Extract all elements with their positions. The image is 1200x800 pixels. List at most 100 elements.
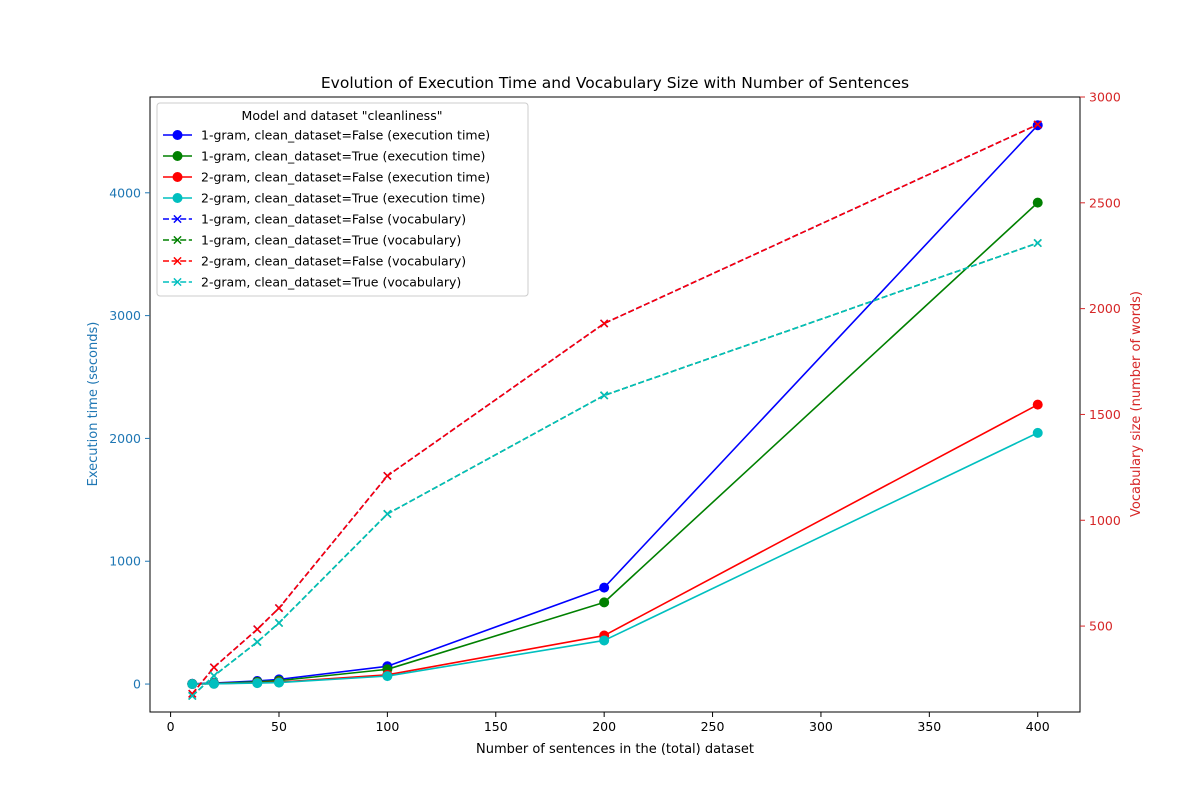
legend-swatch-marker-stroke: [173, 256, 182, 266]
y-left-tick-label: 1000: [109, 554, 141, 569]
data-point: [599, 597, 610, 608]
legend-swatch-marker-stroke: [173, 214, 182, 224]
x-tick-label: 400: [1026, 719, 1050, 734]
x-tick-label: 200: [592, 719, 616, 734]
legend-item: 1-gram, clean_dataset=False (vocabulary): [163, 212, 466, 227]
legend-swatch-marker: [173, 256, 182, 266]
data-point-x: [600, 319, 609, 328]
data-point-x: [253, 637, 262, 647]
data-point-x-stroke: [274, 603, 284, 613]
data-point-x-stroke: [188, 691, 197, 701]
data-point-x: [188, 691, 197, 701]
data-point: [187, 679, 198, 690]
legend-label: 2-gram, clean_dataset=False (execution t…: [201, 170, 490, 185]
series-7: [188, 120, 1042, 698]
legend-label: 1-gram, clean_dataset=True (vocabulary): [201, 233, 461, 248]
legend-item: 1-gram, clean_dataset=True (vocabulary): [163, 233, 461, 248]
legend-swatch-marker: [172, 151, 183, 161]
data-point-x: [253, 625, 262, 634]
data-point-x: [1033, 120, 1042, 129]
y-left-tick-label: 0: [133, 677, 141, 692]
data-point-x: [383, 471, 392, 480]
axes-frame: [149, 96, 1081, 713]
data-point-x-stroke: [600, 319, 609, 328]
y-right-tick-label: 2500: [1089, 195, 1121, 210]
legend-label: 2-gram, clean_dataset=True (vocabulary): [201, 275, 461, 290]
y-left-tick-label: 4000: [109, 185, 141, 200]
data-point-x: [209, 663, 219, 672]
data-point-x-stroke: [1033, 120, 1042, 129]
data-point-x-stroke: [600, 391, 609, 400]
axis-layer: 0 50 100 150 200 250 300 350 4000100020003000400…: [109, 90, 1121, 735]
legend-item: 1-gram, clean_dataset=False (execution t…: [163, 128, 490, 143]
data-point-x-stroke: [383, 509, 392, 519]
legend-item: 2-gram, clean_dataset=False (vocabulary): [163, 254, 466, 269]
data-point-x: [188, 689, 197, 698]
legend-label: 1-gram, clean_dataset=True (execution ti…: [201, 149, 485, 164]
legend-swatch-marker: [172, 193, 183, 203]
legend-label: 1-gram, clean_dataset=False (execution t…: [201, 128, 490, 143]
x-tick-label: 50: [271, 719, 287, 734]
data-point-x-stroke: [209, 671, 219, 680]
data-point: [599, 635, 610, 646]
legend-label: 1-gram, clean_dataset=False (vocabulary): [201, 212, 466, 227]
data-point: [382, 671, 393, 682]
data-point: [1032, 399, 1043, 410]
y-left-tick-label: 3000: [109, 308, 141, 323]
data-point-x-stroke: [1033, 238, 1042, 248]
legend-label: 2-gram, clean_dataset=True (execution ti…: [201, 191, 485, 206]
data-point: [273, 677, 284, 688]
data-point-x-stroke: [209, 663, 219, 672]
data-point-x-stroke: [274, 618, 284, 628]
legend-swatch-marker: [173, 214, 182, 224]
y-right-tick-label: 2000: [1089, 301, 1121, 316]
legend-swatch-marker: [172, 172, 183, 182]
data-point: [1032, 197, 1043, 208]
data-point-x: [600, 391, 609, 400]
data-point-x-stroke: [188, 689, 197, 698]
legend-box: [156, 102, 529, 297]
legend-item: 2-gram, clean_dataset=False (execution t…: [163, 170, 490, 185]
plot-layer: [187, 120, 1043, 701]
x-tick-label: 350: [917, 719, 941, 734]
data-point-x-stroke: [383, 471, 392, 480]
legend: Model and dataset "cleanliness" 1-gram, …: [156, 102, 529, 297]
data-point-x: [274, 603, 284, 613]
x-tick-label: 0: [167, 719, 175, 734]
data-point: [208, 678, 219, 689]
data-point-x: [383, 509, 392, 519]
legend-swatch-marker: [172, 130, 183, 140]
legend-item: 2-gram, clean_dataset=True (execution ti…: [163, 191, 485, 206]
data-point-x-stroke: [253, 637, 262, 647]
x-tick-label: 300: [809, 719, 833, 734]
legend-title: Model and dataset "cleanliness": [242, 108, 443, 123]
legend-swatch-marker-stroke: [173, 235, 182, 245]
data-point-x: [1033, 238, 1042, 248]
legend-label: 2-gram, clean_dataset=False (vocabulary): [201, 254, 466, 269]
legend-swatch-marker: [173, 235, 182, 245]
data-point: [252, 678, 263, 689]
y-right-tick-label: 3000: [1089, 90, 1121, 105]
chart-title: Evolution of Execution Time and Vocabula…: [321, 74, 909, 92]
data-point: [599, 582, 610, 593]
y-right-axis-label: Vocabulary size (number of words): [1129, 291, 1144, 517]
series-8: [188, 238, 1042, 701]
y-right-tick-label: 1000: [1089, 513, 1121, 528]
data-point-x: [209, 671, 219, 680]
data-point-x-stroke: [253, 625, 262, 634]
series-4: [187, 427, 1043, 690]
y-left-axis-label: Execution time (seconds): [86, 322, 101, 487]
legend-item: 1-gram, clean_dataset=True (execution ti…: [163, 149, 485, 164]
x-tick-label: 150: [484, 719, 508, 734]
x-tick-label: 100: [375, 719, 399, 734]
legend-swatch-marker-stroke: [173, 277, 182, 287]
y-right-tick-label: 500: [1089, 619, 1113, 634]
y-left-tick-label: 2000: [109, 431, 141, 446]
x-axis-label: Number of sentences in the (total) datas…: [476, 742, 754, 757]
x-tick-label: 250: [701, 719, 725, 734]
data-point-x: [274, 618, 284, 628]
legend-item: 2-gram, clean_dataset=True (vocabulary): [163, 275, 461, 290]
y-right-tick-label: 1500: [1089, 407, 1121, 422]
data-point: [1032, 427, 1043, 438]
